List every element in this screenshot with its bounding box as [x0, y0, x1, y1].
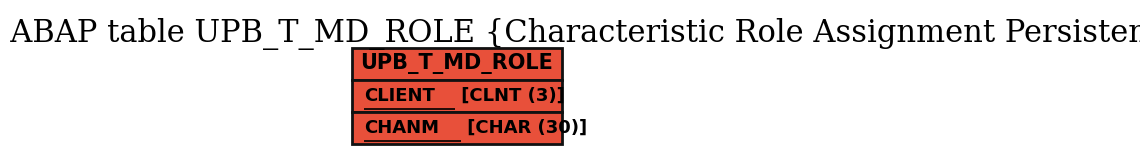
- Bar: [352, 112, 562, 144]
- Text: [CLNT (3)]: [CLNT (3)]: [456, 87, 565, 105]
- Bar: [352, 48, 562, 80]
- Text: CHANM: CHANM: [364, 119, 439, 137]
- Bar: [352, 80, 562, 112]
- Text: CLIENT: CLIENT: [364, 87, 434, 105]
- Text: UPB_T_MD_ROLE: UPB_T_MD_ROLE: [360, 53, 553, 75]
- Text: SAP ABAP table UPB_T_MD_ROLE {Characteristic Role Assignment Persistence}: SAP ABAP table UPB_T_MD_ROLE {Characteri…: [0, 18, 1140, 50]
- Text: [CHAR (30)]: [CHAR (30)]: [461, 119, 587, 137]
